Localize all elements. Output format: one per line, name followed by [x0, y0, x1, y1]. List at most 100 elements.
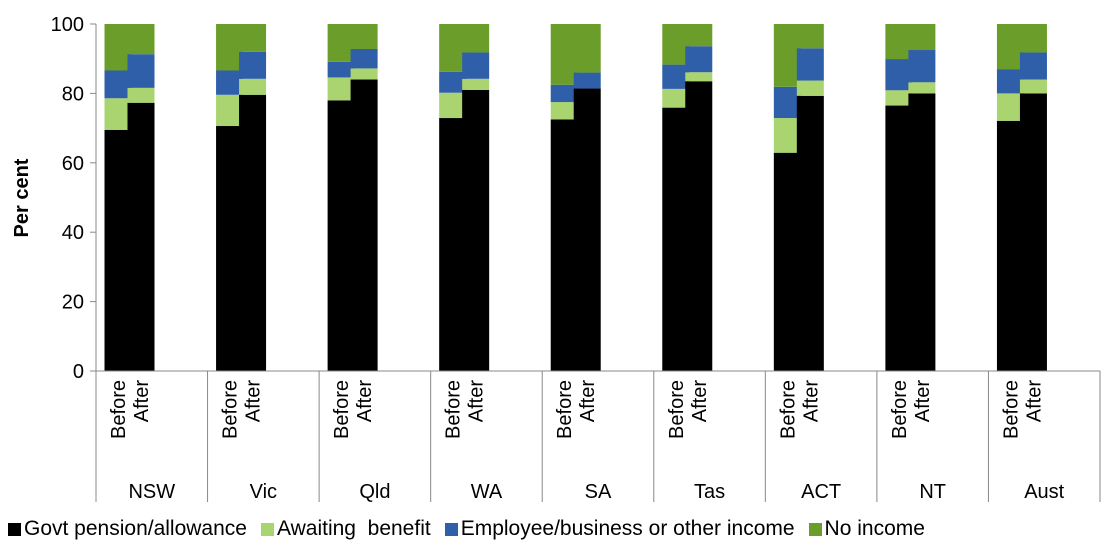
bar-segment: [573, 24, 601, 73]
x-tick-label: After: [912, 380, 934, 423]
bar-segment: [685, 81, 713, 371]
bar-segment: [327, 24, 355, 62]
axes: [95, 24, 1101, 502]
bar-segment: [439, 71, 467, 93]
group-label: ACT: [801, 481, 841, 503]
bar-segment: [908, 93, 936, 372]
bar-segment: [462, 89, 490, 372]
bar-segment: [350, 48, 378, 69]
bar-segment: [104, 24, 132, 71]
legend-swatch: [808, 522, 822, 536]
x-tick-label: After: [1023, 380, 1045, 423]
group-label: NT: [919, 481, 946, 503]
legend-label: No income: [824, 517, 925, 540]
y-tick-label: 0: [73, 361, 84, 383]
y-tick-label: 60: [62, 153, 84, 175]
bar-segment: [327, 77, 355, 101]
group-label: SA: [585, 481, 612, 503]
bar-segment: [127, 54, 155, 88]
bar-segment: [796, 48, 824, 81]
legend-item: Awaiting benefit: [260, 517, 431, 541]
bar-segment: [327, 61, 355, 78]
bar-segment: [216, 24, 244, 71]
bar-segment: [239, 94, 267, 371]
x-tick-label: Before: [220, 380, 242, 439]
x-tick-label: Before: [331, 380, 353, 439]
group-label: Tas: [694, 481, 725, 503]
bar-segment: [662, 107, 690, 371]
bar-segment: [996, 69, 1024, 94]
bars: [104, 24, 1047, 372]
bar-segment: [662, 88, 690, 108]
bar-segment: [885, 59, 913, 91]
y-axis-label: Per cent: [11, 158, 33, 237]
x-tick-label: Before: [666, 380, 688, 439]
bar-segment: [773, 24, 801, 87]
bar-segment: [350, 79, 378, 372]
bar-segment: [439, 24, 467, 72]
bar-segment: [685, 72, 713, 82]
legend-label: Govt pension/allowance: [24, 517, 247, 540]
y-tick-label: 40: [62, 222, 84, 244]
x-tick-label: After: [243, 380, 265, 423]
group-label: Vic: [250, 481, 277, 503]
bar-segment: [996, 24, 1024, 70]
bar-segment: [350, 68, 378, 80]
bar-segment: [439, 118, 467, 371]
legend-item: No income: [808, 517, 925, 541]
x-tick-label: After: [577, 380, 599, 423]
bar-segment: [550, 84, 578, 103]
bar-segment: [462, 24, 490, 53]
x-tick-label: After: [800, 380, 822, 423]
bar-segment: [685, 46, 713, 73]
bar-segment: [573, 72, 601, 89]
bar-segment: [885, 90, 913, 106]
bar-segment: [350, 24, 378, 49]
bar-segment: [996, 93, 1024, 121]
bar-segment: [239, 51, 267, 79]
bar-segment: [462, 78, 490, 90]
bar-segment: [908, 24, 936, 51]
bar-segment: [773, 152, 801, 371]
legend-label: Awaiting benefit: [276, 517, 431, 540]
x-tick-label: Before: [1000, 380, 1022, 439]
bar-segment: [216, 70, 244, 95]
bar-segment: [885, 24, 913, 60]
x-axis-labels: Before After Before After Before After Before A…: [108, 380, 1065, 503]
y-tick-label: 80: [62, 83, 84, 105]
group-label: Qld: [359, 481, 390, 503]
bar-segment: [908, 50, 936, 83]
bar-segment: [239, 24, 267, 52]
bar-segment: [216, 94, 244, 127]
bar-segment: [127, 102, 155, 372]
bar-segment: [796, 24, 824, 49]
x-tick-label: After: [466, 380, 488, 423]
bar-segment: [908, 82, 936, 94]
bar-segment: [550, 24, 578, 85]
bar-segment: [773, 118, 801, 153]
bar-segment: [685, 24, 713, 47]
bar-segment: [104, 129, 132, 371]
bar-segment: [104, 98, 132, 130]
group-label: Aust: [1024, 481, 1064, 503]
x-tick-label: After: [354, 380, 376, 423]
x-tick-label: Before: [777, 380, 799, 439]
legend-swatch: [8, 522, 21, 536]
bar-segment: [439, 92, 467, 119]
legend-item: Govt pension/allowance: [8, 517, 247, 541]
legend: Govt pension/allowance Awaiting benefit Em…: [8, 515, 925, 543]
legend-swatch: [260, 522, 274, 536]
bar-segment: [327, 100, 355, 371]
group-label: WA: [471, 481, 503, 503]
x-tick-label: Before: [108, 380, 130, 439]
bar-segment: [1019, 79, 1047, 94]
x-tick-label: Before: [554, 380, 576, 439]
bar-segment: [662, 64, 690, 89]
bar-segment: [996, 120, 1024, 371]
bar-segment: [796, 80, 824, 96]
legend-swatch: [444, 522, 458, 536]
bar-segment: [239, 78, 267, 95]
bar-segment: [1019, 93, 1047, 372]
legend-item: Employee/business or other income: [444, 517, 795, 541]
